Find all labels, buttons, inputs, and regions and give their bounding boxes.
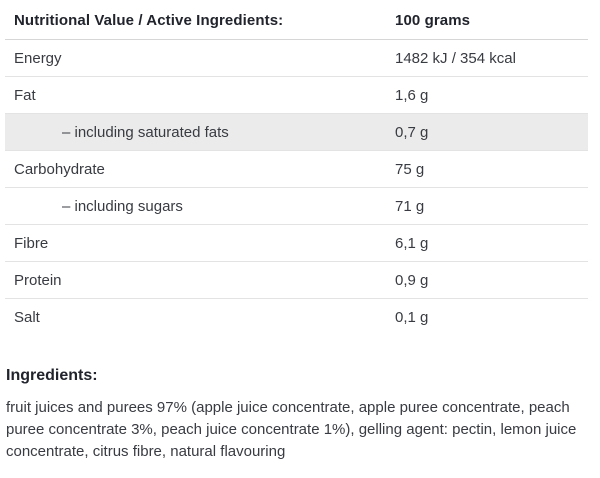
row-value: 6,1 g (395, 234, 429, 252)
table-row: Fibre 6,1 g (5, 225, 588, 262)
row-label: Energy (14, 49, 62, 67)
table-header-row: Nutritional Value / Active Ingredients: … (5, 1, 588, 40)
table-header-value: 100 grams (395, 11, 471, 29)
table-body: Energy 1482 kJ / 354 kcal Fat 1,6 g – in… (5, 40, 588, 335)
table-row: Salt 0,1 g (5, 299, 588, 335)
table-row: Fat 1,6 g (5, 77, 588, 114)
row-label: – including sugars (62, 197, 183, 215)
row-value: 71 g (395, 197, 425, 215)
table-row: – including sugars 71 g (5, 188, 588, 225)
row-value: 0,9 g (395, 271, 429, 289)
table-row: Protein 0,9 g (5, 262, 588, 299)
row-value: 0,1 g (395, 308, 429, 326)
nutrition-table: Nutritional Value / Active Ingredients: … (5, 1, 588, 335)
row-label: – including saturated fats (62, 123, 229, 141)
row-label: Protein (14, 271, 62, 289)
row-label: Salt (14, 308, 40, 326)
table-row: – including saturated fats 0,7 g (5, 114, 588, 151)
row-value: 75 g (395, 160, 425, 178)
table-row: Energy 1482 kJ / 354 kcal (5, 40, 588, 77)
ingredients-heading: Ingredients: (6, 367, 98, 384)
table-row: Carbohydrate 75 g (5, 151, 588, 188)
row-label: Fat (14, 86, 36, 104)
row-label: Fibre (14, 234, 49, 252)
row-value: 1482 kJ / 354 kcal (395, 49, 516, 67)
row-label: Carbohydrate (14, 160, 105, 178)
table-header-label: Nutritional Value / Active Ingredients: (14, 11, 284, 29)
row-value: 1,6 g (395, 86, 429, 104)
ingredients-section: Ingredients: fruit juices and purees 97%… (6, 367, 588, 463)
ingredients-text: fruit juices and purees 97% (apple juice… (6, 399, 577, 460)
row-value: 0,7 g (395, 123, 429, 141)
